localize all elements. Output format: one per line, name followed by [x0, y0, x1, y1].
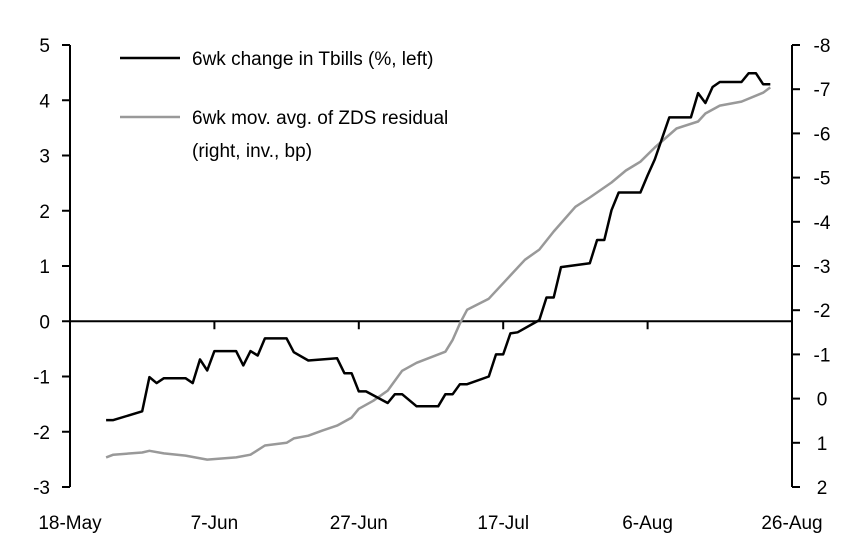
right-tick-label: -8 — [814, 36, 831, 57]
legend-label-zds-line2: (right, inv., bp) — [192, 141, 312, 162]
right-tick-label: 1 — [817, 434, 828, 455]
x-tick-label: 27-Jun — [330, 513, 388, 534]
legend: 6wk change in Tbills (%, left) 6wk mov. … — [120, 49, 448, 162]
right-tick-label: 0 — [817, 390, 828, 411]
left-tick-label: 3 — [39, 147, 50, 168]
axes: -3 -2 -1 0 1 2 3 4 5 2 1 0 -1 -2 -3 -4 -5 -6 -7 -8 18-May 7-J… — [33, 36, 831, 534]
left-tick-label: 0 — [39, 312, 50, 333]
legend-label-zds-line1: 6wk mov. avg. of ZDS residual — [192, 108, 448, 129]
x-tick-label: 17-Jul — [477, 513, 529, 534]
x-tick-label: 6-Aug — [622, 513, 673, 534]
right-tick-label: -4 — [814, 213, 831, 234]
right-tick-label: -3 — [814, 257, 831, 278]
right-tick-label: -2 — [814, 301, 831, 322]
right-tick-label: -5 — [814, 169, 831, 190]
right-tick-label: 2 — [817, 478, 828, 499]
series-lines — [105, 71, 772, 461]
series-line-tbills — [106, 71, 771, 422]
series-line-zds-residual — [105, 86, 772, 461]
left-tick-label: -3 — [33, 478, 50, 499]
x-tick-label: 7-Jun — [191, 513, 239, 534]
right-tick-label: -6 — [814, 124, 831, 145]
left-tick-label: 5 — [39, 36, 50, 57]
right-tick-label: -7 — [814, 80, 831, 101]
legend-label-tbills: 6wk change in Tbills (%, left) — [192, 49, 433, 70]
left-tick-label: -2 — [33, 423, 50, 444]
x-tick-label: 18-May — [38, 513, 102, 534]
left-tick-label: 2 — [39, 202, 50, 223]
x-tick-label: 26-Aug — [761, 513, 822, 534]
left-tick-label: 4 — [39, 91, 50, 112]
right-tick-label: -1 — [814, 345, 831, 366]
left-tick-label: -1 — [33, 368, 50, 389]
left-tick-label: 1 — [39, 257, 50, 278]
